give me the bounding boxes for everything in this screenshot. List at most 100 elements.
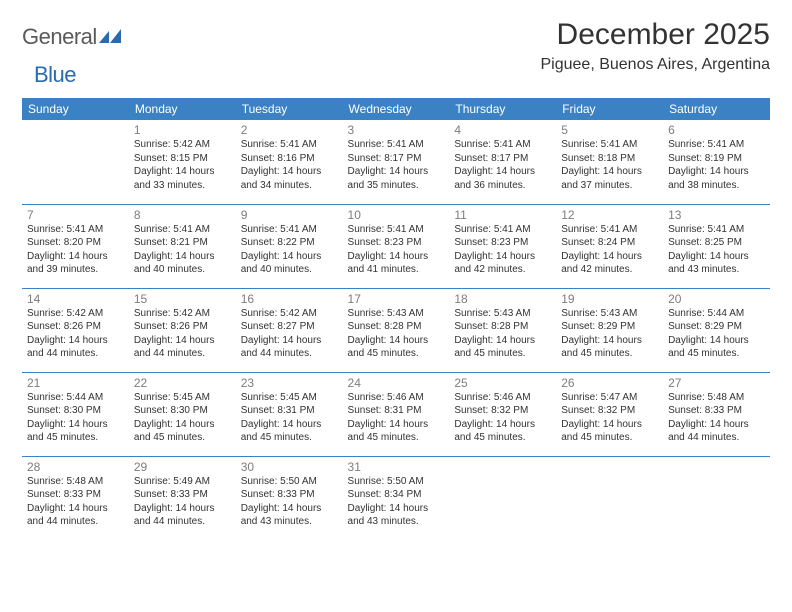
sunrise-text: Sunrise: 5:41 AM <box>348 138 445 152</box>
calendar-day-cell: 5Sunrise: 5:41 AMSunset: 8:18 PMDaylight… <box>556 120 663 204</box>
daylight-text: and 33 minutes. <box>134 179 231 193</box>
sunset-text: Sunset: 8:22 PM <box>241 236 338 250</box>
logo-word-general: General <box>22 24 97 50</box>
sunrise-text: Sunrise: 5:42 AM <box>134 138 231 152</box>
calendar-week-row: 1Sunrise: 5:42 AMSunset: 8:15 PMDaylight… <box>22 120 770 204</box>
daylight-text: Daylight: 14 hours <box>348 334 445 348</box>
sunset-text: Sunset: 8:26 PM <box>27 320 124 334</box>
sunrise-text: Sunrise: 5:46 AM <box>348 391 445 405</box>
daylight-text: Daylight: 14 hours <box>348 502 445 516</box>
sunset-text: Sunset: 8:29 PM <box>668 320 765 334</box>
location-label: Piguee, Buenos Aires, Argentina <box>541 56 771 74</box>
sunrise-text: Sunrise: 5:45 AM <box>241 391 338 405</box>
calendar-day-cell: 14Sunrise: 5:42 AMSunset: 8:26 PMDayligh… <box>22 288 129 372</box>
daylight-text: Daylight: 14 hours <box>27 502 124 516</box>
calendar-body: 1Sunrise: 5:42 AMSunset: 8:15 PMDaylight… <box>22 120 770 540</box>
sunset-text: Sunset: 8:15 PM <box>134 152 231 166</box>
daylight-text: and 36 minutes. <box>454 179 551 193</box>
calendar-day-cell: 1Sunrise: 5:42 AMSunset: 8:15 PMDaylight… <box>129 120 236 204</box>
calendar-week-row: 14Sunrise: 5:42 AMSunset: 8:26 PMDayligh… <box>22 288 770 372</box>
daylight-text: and 44 minutes. <box>134 515 231 529</box>
daylight-text: Daylight: 14 hours <box>668 165 765 179</box>
sunrise-text: Sunrise: 5:43 AM <box>561 307 658 321</box>
calendar-day-cell <box>22 120 129 204</box>
daylight-text: and 42 minutes. <box>454 263 551 277</box>
calendar-day-cell: 4Sunrise: 5:41 AMSunset: 8:17 PMDaylight… <box>449 120 556 204</box>
sunrise-text: Sunrise: 5:48 AM <box>27 475 124 489</box>
sunset-text: Sunset: 8:16 PM <box>241 152 338 166</box>
daylight-text: Daylight: 14 hours <box>348 165 445 179</box>
calendar-day-cell: 29Sunrise: 5:49 AMSunset: 8:33 PMDayligh… <box>129 456 236 540</box>
sunrise-text: Sunrise: 5:41 AM <box>668 223 765 237</box>
calendar-day-cell: 31Sunrise: 5:50 AMSunset: 8:34 PMDayligh… <box>343 456 450 540</box>
daylight-text: Daylight: 14 hours <box>134 250 231 264</box>
daylight-text: and 40 minutes. <box>134 263 231 277</box>
sunrise-text: Sunrise: 5:47 AM <box>561 391 658 405</box>
day-number: 20 <box>668 292 765 306</box>
sunrise-text: Sunrise: 5:49 AM <box>134 475 231 489</box>
sunrise-text: Sunrise: 5:41 AM <box>241 223 338 237</box>
logo-triangle-icon <box>99 27 121 45</box>
calendar-day-cell <box>449 456 556 540</box>
daylight-text: Daylight: 14 hours <box>668 418 765 432</box>
calendar-week-row: 7Sunrise: 5:41 AMSunset: 8:20 PMDaylight… <box>22 204 770 288</box>
daylight-text: and 45 minutes. <box>27 431 124 445</box>
calendar-page: General December 2025 Piguee, Buenos Air… <box>0 0 792 540</box>
sunrise-text: Sunrise: 5:46 AM <box>454 391 551 405</box>
sunset-text: Sunset: 8:29 PM <box>561 320 658 334</box>
day-number: 29 <box>134 460 231 474</box>
daylight-text: Daylight: 14 hours <box>241 165 338 179</box>
daylight-text: Daylight: 14 hours <box>561 165 658 179</box>
calendar-day-cell: 15Sunrise: 5:42 AMSunset: 8:26 PMDayligh… <box>129 288 236 372</box>
calendar-day-cell: 7Sunrise: 5:41 AMSunset: 8:20 PMDaylight… <box>22 204 129 288</box>
logo-word-blue: Blue <box>34 62 76 87</box>
day-number: 12 <box>561 208 658 222</box>
calendar-day-cell: 13Sunrise: 5:41 AMSunset: 8:25 PMDayligh… <box>663 204 770 288</box>
calendar-day-cell: 27Sunrise: 5:48 AMSunset: 8:33 PMDayligh… <box>663 372 770 456</box>
daylight-text: and 44 minutes. <box>668 431 765 445</box>
daylight-text: and 37 minutes. <box>561 179 658 193</box>
daylight-text: Daylight: 14 hours <box>241 250 338 264</box>
sunrise-text: Sunrise: 5:41 AM <box>134 223 231 237</box>
sunrise-text: Sunrise: 5:43 AM <box>348 307 445 321</box>
day-number: 19 <box>561 292 658 306</box>
calendar-day-cell: 17Sunrise: 5:43 AMSunset: 8:28 PMDayligh… <box>343 288 450 372</box>
sunrise-text: Sunrise: 5:44 AM <box>27 391 124 405</box>
day-number: 27 <box>668 376 765 390</box>
daylight-text: and 44 minutes. <box>27 515 124 529</box>
sunset-text: Sunset: 8:28 PM <box>454 320 551 334</box>
day-number: 1 <box>134 123 231 137</box>
day-number: 25 <box>454 376 551 390</box>
sunset-text: Sunset: 8:24 PM <box>561 236 658 250</box>
sunset-text: Sunset: 8:31 PM <box>241 404 338 418</box>
calendar-day-cell: 19Sunrise: 5:43 AMSunset: 8:29 PMDayligh… <box>556 288 663 372</box>
calendar-day-cell: 9Sunrise: 5:41 AMSunset: 8:22 PMDaylight… <box>236 204 343 288</box>
daylight-text: and 45 minutes. <box>348 431 445 445</box>
daylight-text: and 43 minutes. <box>348 515 445 529</box>
weekday-header: Saturday <box>663 98 770 120</box>
day-number: 28 <box>27 460 124 474</box>
day-number: 21 <box>27 376 124 390</box>
calendar-header-row: Sunday Monday Tuesday Wednesday Thursday… <box>22 98 770 120</box>
sunset-text: Sunset: 8:23 PM <box>454 236 551 250</box>
weekday-header: Thursday <box>449 98 556 120</box>
calendar-day-cell: 10Sunrise: 5:41 AMSunset: 8:23 PMDayligh… <box>343 204 450 288</box>
sunrise-text: Sunrise: 5:44 AM <box>668 307 765 321</box>
sunrise-text: Sunrise: 5:41 AM <box>27 223 124 237</box>
daylight-text: Daylight: 14 hours <box>134 502 231 516</box>
sunset-text: Sunset: 8:26 PM <box>134 320 231 334</box>
day-number: 7 <box>27 208 124 222</box>
day-number: 6 <box>668 123 765 137</box>
daylight-text: Daylight: 14 hours <box>134 165 231 179</box>
daylight-text: and 43 minutes. <box>668 263 765 277</box>
sunset-text: Sunset: 8:18 PM <box>561 152 658 166</box>
weekday-header: Monday <box>129 98 236 120</box>
daylight-text: and 44 minutes. <box>27 347 124 361</box>
sunset-text: Sunset: 8:27 PM <box>241 320 338 334</box>
calendar-day-cell <box>663 456 770 540</box>
day-number: 17 <box>348 292 445 306</box>
sunset-text: Sunset: 8:31 PM <box>348 404 445 418</box>
daylight-text: Daylight: 14 hours <box>454 250 551 264</box>
sunrise-text: Sunrise: 5:41 AM <box>348 223 445 237</box>
sunset-text: Sunset: 8:21 PM <box>134 236 231 250</box>
